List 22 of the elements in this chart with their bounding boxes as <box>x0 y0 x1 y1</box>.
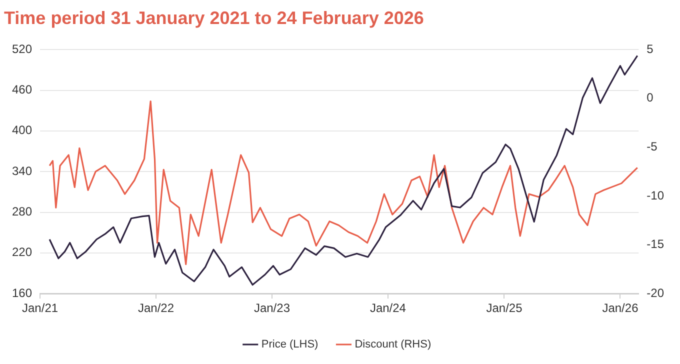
y-tick-label: 400 <box>12 123 32 138</box>
y-tick-label: 520 <box>12 42 32 56</box>
y2-tick-label: -20 <box>646 286 664 300</box>
y2-tick-label: -10 <box>646 188 664 202</box>
x-tick-label: Jan/21 <box>22 301 58 316</box>
y2-tick-label: 0 <box>646 90 654 105</box>
x-tick-label: Jan/26 <box>602 301 639 316</box>
y2-tick-label: -5 <box>646 140 658 154</box>
y-tick-label: 220 <box>12 245 32 260</box>
y2-tick-label: -15 <box>646 237 664 252</box>
y-tick-label: 160 <box>12 286 32 300</box>
y-tick-label: 280 <box>12 204 32 219</box>
x-tick-label: Jan/22 <box>138 301 174 316</box>
legend-label: Price (LHS) <box>261 338 318 351</box>
legend-label: Discount (RHS) <box>354 338 432 351</box>
y-tick-label: 340 <box>12 164 32 178</box>
x-tick-label: Jan/25 <box>486 301 523 316</box>
y2-tick-label: 5 <box>646 42 654 56</box>
x-tick-label: Jan/24 <box>370 301 406 316</box>
x-tick-label: Jan/23 <box>254 301 290 316</box>
chart-title: Time period 31 January 2021 to 24 February 2026 <box>4 8 424 28</box>
y-tick-label: 460 <box>12 82 32 97</box>
